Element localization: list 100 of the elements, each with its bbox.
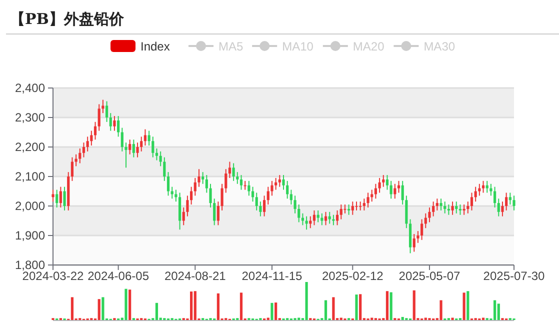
candlestick — [255, 192, 258, 211]
candlestick — [344, 204, 346, 214]
candlestick — [182, 206, 185, 226]
candlestick — [394, 183, 396, 200]
candlestick — [328, 211, 331, 224]
candlestick — [109, 112, 112, 132]
y-tick-label: 1,800 — [14, 258, 46, 272]
candlestick — [78, 148, 82, 164]
y-tick-label: 1,900 — [14, 228, 46, 242]
candlestick — [370, 189, 374, 202]
candlestick — [220, 183, 224, 211]
chart-title: 【PB】外盘铅价 — [10, 10, 125, 28]
candlestick — [124, 142, 128, 168]
candlestick — [462, 204, 466, 216]
candlestick — [216, 201, 220, 226]
candlestick — [209, 183, 212, 208]
candlestick — [340, 204, 342, 220]
candlestick — [186, 195, 189, 217]
candlestick — [405, 195, 408, 229]
bar — [270, 302, 274, 320]
candlestick — [497, 198, 500, 217]
bar — [216, 293, 220, 320]
bar — [493, 300, 496, 320]
candlestick — [501, 201, 504, 217]
bar — [194, 291, 196, 320]
candlestick — [282, 174, 285, 190]
candlestick — [278, 174, 281, 188]
bar — [155, 302, 158, 320]
y-tick-label: 2,200 — [14, 140, 46, 154]
candlestick — [144, 128, 146, 146]
y-tick-label: 2,400 — [14, 81, 46, 95]
candlestick — [320, 212, 324, 226]
candlestick — [90, 130, 93, 146]
bar — [324, 300, 328, 320]
x-tick-label: 2025-07-30 — [483, 269, 546, 283]
candlestick — [259, 201, 262, 217]
candlestick — [178, 192, 182, 230]
candlestick — [432, 201, 435, 217]
candlestick — [198, 168, 200, 188]
candlestick — [117, 116, 120, 138]
bar — [390, 292, 392, 320]
candlestick — [166, 172, 170, 196]
candlestick — [120, 127, 124, 152]
candlestick — [301, 212, 304, 226]
candlestick — [128, 139, 132, 155]
bar — [124, 288, 128, 320]
candlestick — [348, 204, 350, 216]
candlestick — [286, 180, 289, 200]
bar — [401, 316, 404, 320]
candlestick — [359, 201, 362, 211]
candlestick — [266, 186, 270, 206]
x-tick-label: 2024-06-05 — [88, 269, 150, 283]
candlestick — [270, 180, 274, 196]
candlestick — [374, 183, 377, 200]
candlestick — [224, 168, 228, 194]
candlestick — [248, 180, 250, 196]
candlestick — [213, 198, 216, 226]
candlestick — [336, 210, 339, 226]
candlestick — [428, 206, 431, 223]
candlestick — [290, 189, 292, 206]
bar — [305, 282, 308, 320]
candlestick — [228, 161, 232, 178]
candlestick — [493, 186, 496, 208]
candlestick — [378, 177, 381, 194]
candlestick — [194, 177, 196, 196]
candlestick — [132, 139, 135, 158]
candlestick — [505, 192, 508, 211]
candlestick — [424, 212, 427, 229]
candlestick — [447, 204, 450, 216]
candlestick — [351, 201, 354, 216]
candlestick — [174, 189, 178, 202]
candlestick — [105, 100, 108, 122]
bar — [355, 294, 358, 320]
bar — [386, 291, 389, 320]
candlestick — [397, 180, 400, 194]
candlestick — [416, 230, 420, 244]
candlestick — [74, 154, 78, 167]
candlestick — [312, 210, 316, 226]
bar — [359, 294, 362, 320]
candlestick — [444, 201, 446, 214]
candlestick — [202, 172, 204, 184]
candlestick — [474, 186, 477, 202]
candlestick — [298, 204, 300, 223]
candlestick — [94, 121, 97, 140]
candlestick — [478, 183, 481, 196]
bar — [466, 291, 470, 320]
candlestick — [390, 180, 392, 200]
candlestick — [86, 136, 89, 152]
candlestick — [512, 195, 516, 211]
candlestick — [455, 201, 458, 214]
candlestick — [366, 192, 370, 208]
x-tick-label: 2024-11-15 — [242, 269, 303, 283]
candlestick — [232, 162, 235, 182]
candlestick — [152, 136, 154, 158]
candlestick — [159, 150, 162, 167]
candlestick — [240, 174, 243, 190]
bar — [240, 292, 243, 320]
candlestick — [136, 142, 139, 158]
bar — [332, 297, 335, 320]
bar — [190, 292, 193, 320]
